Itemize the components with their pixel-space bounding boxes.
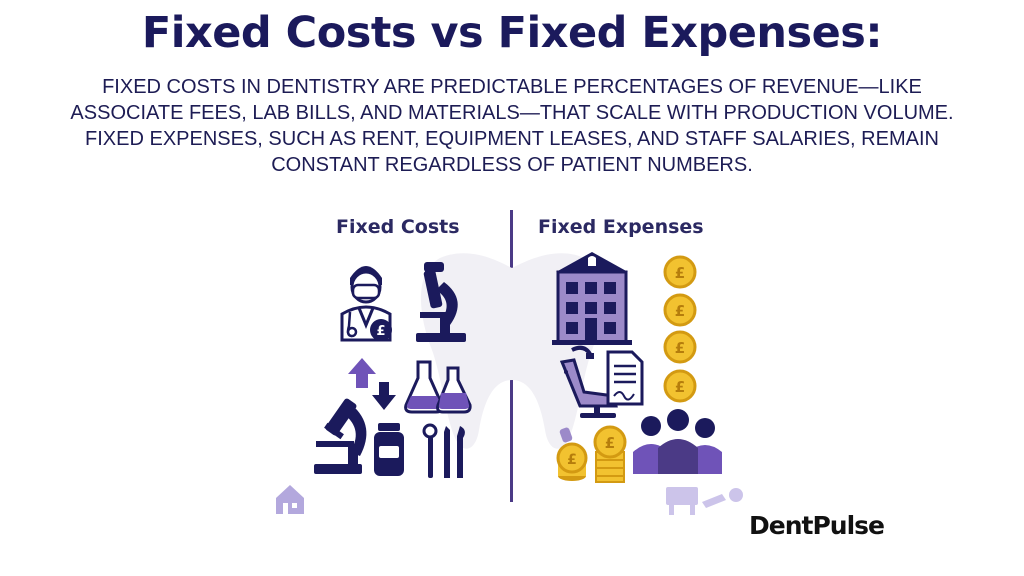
microscope-icon-2 — [314, 398, 367, 474]
coin-pound-symbol: £ — [675, 378, 685, 396]
coin-pound-symbol: £ — [605, 434, 615, 452]
small-house-icon — [276, 485, 304, 514]
page-subtitle: FIXED COSTS IN DENTISTRY ARE PREDICTABLE… — [70, 76, 954, 176]
contract-icon — [606, 350, 644, 406]
coin-pound-symbol: £ — [567, 452, 577, 468]
fixed-expenses-heading: Fixed Expenses — [538, 216, 704, 238]
dentist-pound-symbol: £ — [376, 324, 385, 339]
staff-icon — [633, 409, 722, 474]
coin-pound-symbol: £ — [675, 264, 685, 282]
fixed-costs-heading: Fixed Costs — [336, 216, 460, 238]
coin-stack-icon-2: £ £ — [556, 425, 627, 483]
dental-tools-icon — [422, 423, 465, 478]
coin-pound-symbol: £ — [675, 302, 685, 320]
flasks-icon — [404, 360, 472, 414]
page-title: Fixed Costs vs Fixed Expenses: — [141, 8, 883, 58]
dental-chair-faint-icon — [666, 487, 743, 515]
coin-pound-symbol: £ — [675, 339, 685, 357]
dentist-icon: £ — [340, 266, 392, 342]
coin-stack-icon: £ £ £ £ — [663, 255, 697, 403]
building-icon — [552, 252, 632, 345]
microscope-icon — [416, 262, 466, 342]
arrow-down-icon — [372, 382, 396, 410]
dentpulse-logo: DentPulse — [749, 511, 885, 540]
arrow-up-icon — [348, 358, 376, 388]
medicine-bottle-icon — [374, 423, 404, 476]
